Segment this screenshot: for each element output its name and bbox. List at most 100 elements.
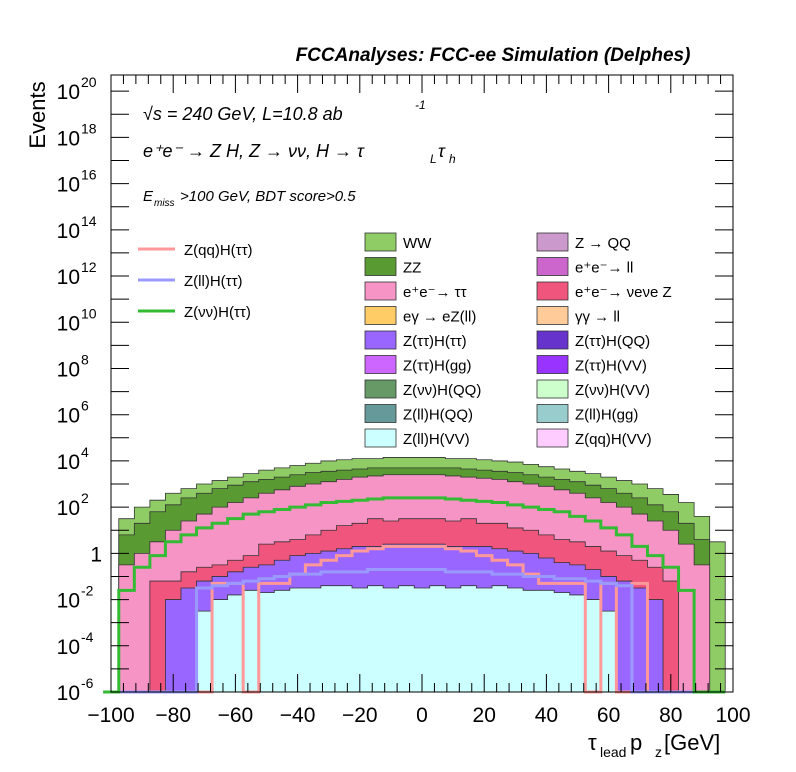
y-tick-label: 10 [57, 174, 80, 197]
legend-box-swatch [536, 428, 569, 448]
legend-box-label: Z(ττ)H(QQ) [575, 333, 650, 350]
legend-box-label: e⁺e⁻→ ll [575, 260, 633, 277]
x-tick-label: −80 [155, 704, 191, 727]
energy-annotation: √s = 240 GeV, L=10.8 ab -1 [143, 98, 426, 124]
legend-box-label: Z(νν)H(QQ) [403, 382, 481, 399]
x-label-unit: [GeV] [664, 730, 720, 755]
process-text: e⁺e⁻ → Z H, Z → νν, H → τ [143, 141, 365, 161]
y-tick-label: 10 [57, 220, 80, 243]
chart-title: FCCAnalyses: FCC-ee Simulation (Delphes) [296, 45, 691, 66]
y-tick-exponent: -4 [81, 629, 94, 645]
legend-box-label: Z(ττ)H(gg) [403, 358, 472, 375]
y-tick-exponent: 20 [81, 74, 97, 90]
y-tick-label: 10 [57, 312, 80, 335]
legend-box-swatch [364, 232, 397, 252]
process-tau2: τ [438, 141, 446, 161]
legend-boxes: WW Z → QQ ZZ e⁺e⁻→ ll e⁺e⁻→ ττ e⁺e⁻→ νeνe Z eγ… [358, 227, 716, 453]
legend-line-label: Z(ll)H(ττ) [184, 273, 243, 290]
y-tick-exponent: 14 [81, 213, 97, 229]
x-tick-label: −40 [280, 704, 316, 727]
cuts-sub: miss [154, 198, 175, 209]
legend-box-swatch [364, 257, 397, 276]
legend-box-label: Z(νν)H(VV) [575, 382, 650, 399]
legend-box-label: WW [403, 235, 432, 252]
legend-box-swatch [536, 330, 569, 350]
series-line-2 [103, 496, 726, 694]
y-tick-exponent: 12 [81, 259, 97, 275]
series-line-1 [103, 568, 726, 694]
x-tick-label: −100 [87, 704, 134, 727]
legend-box-label: Z(ll)H(gg) [575, 407, 638, 424]
legend-box-swatch [536, 306, 569, 325]
legend-box-swatch [364, 330, 397, 350]
y-tick-exponent: 16 [81, 167, 97, 183]
legend-box-swatch [536, 232, 569, 252]
legend-box-swatch [364, 379, 397, 399]
legend-box-swatch [536, 257, 569, 276]
y-tick-exponent: 4 [81, 444, 89, 460]
y-tick-label: 10 [57, 358, 80, 381]
x-tick-label: −20 [342, 704, 378, 727]
legend-box-label: Z(ττ)H(ττ) [403, 333, 467, 350]
legend-box-label: e⁺e⁻→ ττ [403, 284, 467, 301]
x-axis-label: τ lead p z [GeV] [588, 730, 720, 760]
x-tick-label: 100 [715, 704, 750, 727]
y-tick-exponent: 10 [81, 305, 97, 321]
y-tick-label: 1 [90, 543, 102, 566]
x-label-mid: p [630, 730, 642, 755]
legend-box-swatch [364, 281, 397, 301]
y-tick-exponent: 8 [81, 351, 89, 367]
legend-line-label: Z(νν)H(ττ) [184, 304, 251, 321]
x-label-sub1: lead [600, 744, 626, 760]
y-tick-label: 10 [57, 497, 80, 520]
x-tick-label: 40 [535, 704, 558, 727]
legend-box-label: eγ → eZ(ll) [403, 309, 476, 326]
y-tick-label: 10 [57, 451, 80, 474]
legend-box-label: e⁺e⁻→ νeνe Z [575, 284, 672, 301]
legend-box-swatch [364, 306, 397, 325]
y-tick-exponent: 18 [81, 120, 97, 136]
legend-box-swatch [364, 355, 397, 374]
y-tick-exponent: -6 [81, 675, 94, 691]
y-tick-label: 10 [57, 590, 80, 613]
y-tick-label: 10 [57, 266, 80, 289]
legend-box-label: Z(qq)H(VV) [575, 431, 652, 448]
y-tick-label: 10 [57, 636, 80, 659]
process-sub2: h [449, 152, 456, 166]
x-label-main: τ [588, 730, 597, 755]
y-tick-exponent: -2 [81, 583, 94, 599]
x-tick-label: 0 [416, 704, 428, 727]
y-tick-label: 10 [57, 405, 80, 428]
energy-text: √s = 240 GeV, L=10.8 ab [143, 104, 343, 124]
legend-box-label: Z(ττ)H(VV) [575, 358, 647, 375]
legend-box-label: Z(ll)H(VV) [403, 431, 470, 448]
cuts-post: >100 GeV, BDT score>0.5 [180, 188, 356, 205]
y-tick-exponent: 2 [81, 490, 89, 506]
x-tick-label: 20 [473, 704, 496, 727]
x-tick-label: −60 [218, 704, 254, 727]
legend-box-label: Z → QQ [575, 235, 631, 252]
legend-box-label: Z(ll)H(QQ) [403, 407, 473, 424]
y-tick-label: 10 [57, 682, 80, 705]
cuts-annotation: E miss >100 GeV, BDT score>0.5 [143, 188, 356, 209]
legend-box-swatch [364, 428, 397, 448]
legend-line-label: Z(qq)H(ττ) [184, 242, 253, 259]
legend-box-label: ZZ [403, 260, 421, 277]
cuts-pre: E [143, 188, 154, 205]
y-tick-label: 10 [57, 81, 80, 104]
process-sub1: L [430, 152, 437, 166]
plot-area [103, 457, 726, 694]
legend-box-swatch [536, 379, 569, 399]
y-tick-exponent: 6 [81, 398, 89, 414]
y-axis-label: Events [25, 81, 50, 148]
legend-box-swatch [536, 355, 569, 374]
x-tick-label: 60 [597, 704, 620, 727]
legend-box-swatch [364, 404, 397, 423]
legend-lines: Z(qq)H(ττ) Z(ll)H(ττ) Z(νν)H(ττ) [138, 242, 253, 321]
process-annotation: e⁺e⁻ → Z H, Z → νν, H → τ L τ h [143, 141, 456, 166]
y-tick-label: 10 [57, 127, 80, 150]
energy-sup: -1 [415, 98, 426, 112]
legend-box-swatch [536, 281, 569, 301]
